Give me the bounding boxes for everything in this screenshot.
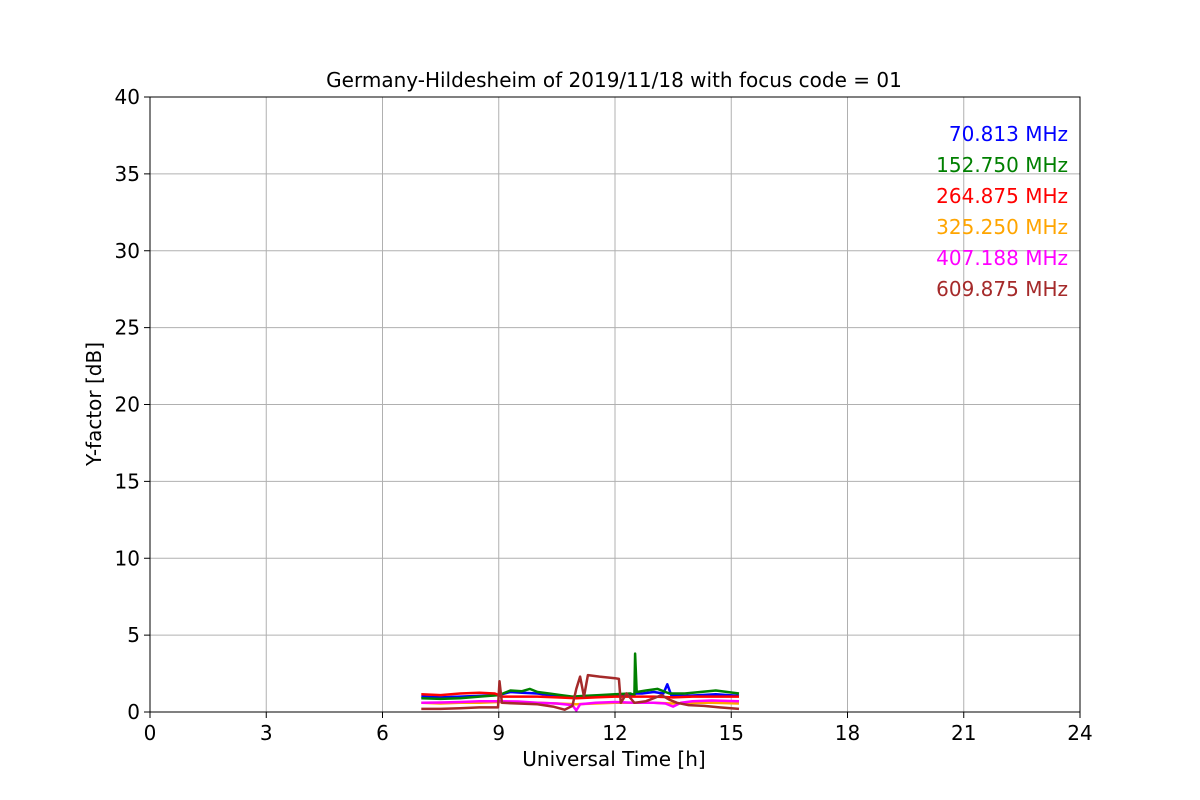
legend-entry: 70.813 MHz [949,122,1068,146]
series-line-2 [421,691,739,700]
x-axis-label: Universal Time [h] [522,747,705,771]
y-tick-label: 0 [127,700,140,724]
x-tick-label: 24 [1067,721,1092,745]
x-tick-label: 9 [492,721,505,745]
legend: 70.813 MHz 152.750 MHz 264.875 MHz 325.250 … [936,122,1068,301]
legend-entry: 264.875 MHz [936,184,1068,208]
x-tick-label: 6 [376,721,389,745]
y-tick-label: 10 [115,546,140,570]
x-tick-label: 12 [602,721,627,745]
legend-entry: 152.750 MHz [936,153,1068,177]
series-line-5 [421,673,740,711]
y-tick-label: 35 [115,162,140,186]
chart-title: Germany-Hildesheim of 2019/11/18 with fo… [326,68,902,92]
legend-entry: 407.188 MHz [936,246,1068,270]
x-tick-label: 3 [260,721,273,745]
x-tick-label: 18 [835,721,860,745]
x-tick-label: 0 [144,721,157,745]
y-tick-label: 5 [127,623,140,647]
x-tick-label: 21 [951,721,976,745]
series-lines [421,652,740,712]
y-tick-label: 30 [115,239,140,263]
y-tick-label: 20 [115,393,140,417]
legend-entry: 325.250 MHz [936,215,1068,239]
y-tick-label: 40 [115,85,140,109]
axis-ticks: 0 3 6 9 12 15 18 21 24 0 5 10 15 20 25 30 35 40 [115,85,1093,745]
y-axis-label: Y-factor [dB] [82,342,106,467]
legend-entry: 609.875 MHz [936,277,1068,301]
x-tick-label: 15 [719,721,744,745]
y-tick-label: 15 [115,469,140,493]
y-tick-label: 25 [115,316,140,340]
